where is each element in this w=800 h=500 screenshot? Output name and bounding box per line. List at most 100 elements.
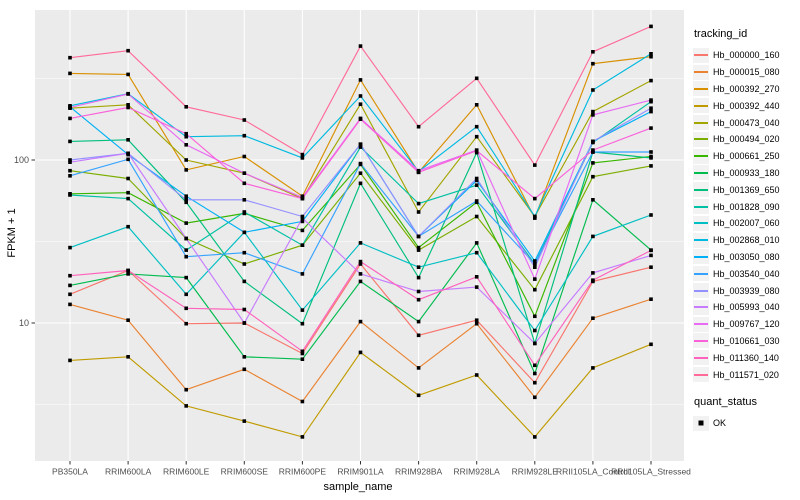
data-point-Hb_000661_250 (533, 314, 537, 319)
data-point-Hb_001828_090 (300, 243, 305, 247)
series-line-icon (694, 339, 708, 342)
data-point-Hb_011360_140 (591, 278, 595, 282)
legend-item: Hb_002868_010 (693, 232, 799, 249)
data-point-Hb_000933_180 (242, 355, 247, 359)
data-point-Hb_009767_120 (184, 143, 188, 147)
data-point-Hb_003050_080 (184, 194, 188, 198)
data-point-Hb_009767_120 (242, 171, 247, 175)
data-point-Hb_000473_040 (126, 103, 130, 107)
data-point-Hb_000015_080 (533, 395, 537, 400)
legend-item: Hb_003540_040 (693, 265, 799, 282)
data-point-Hb_002007_060 (416, 265, 421, 269)
data-point-Hb_000000_160 (533, 380, 537, 385)
data-point-Hb_000392_270 (184, 168, 188, 172)
data-point-Hb_011571_020 (68, 55, 72, 60)
series-line-icon (694, 239, 708, 242)
data-point-Hb_001369_650 (474, 150, 479, 155)
data-point-Hb_009767_120 (68, 105, 72, 110)
data-point-Hb_010661_030 (533, 196, 537, 201)
data-point-Hb_002868_010 (184, 134, 188, 139)
data-point-Hb_003540_040 (533, 262, 537, 266)
data-point-Hb_003540_040 (242, 250, 247, 255)
legend-item-ok: OK (693, 415, 799, 432)
data-point-Hb_000392_440 (68, 358, 72, 363)
data-point-Hb_000933_180 (68, 283, 72, 288)
data-point-Hb_001369_650 (649, 156, 653, 160)
data-point-Hb_000015_080 (474, 321, 479, 326)
data-point-Hb_000494_020 (533, 287, 537, 292)
legend-item-label: Hb_005993_040 (713, 302, 780, 313)
series-color-key (693, 283, 709, 299)
legend-item: Hb_000661_250 (693, 148, 799, 165)
data-point-Hb_009767_120 (533, 277, 537, 281)
legend-item-label: Hb_010661_030 (713, 335, 780, 346)
data-point-Hb_011571_020 (300, 152, 305, 157)
legend-item-label: Hb_011360_140 (713, 352, 779, 363)
legend-item: Hb_000392_440 (693, 97, 799, 114)
data-point-Hb_000392_440 (533, 435, 537, 439)
legend-item-label: Hb_000015_080 (713, 67, 780, 78)
data-point-Hb_010661_030 (300, 196, 305, 201)
legend-item: Hb_002007_060 (693, 215, 799, 232)
data-point-Hb_003939_080 (591, 139, 595, 144)
series-line-icon (694, 138, 708, 141)
data-point-Hb_003939_080 (416, 234, 421, 239)
legend-item-label: Hb_001828_090 (713, 201, 780, 212)
legend-item-label: Hb_009767_120 (713, 319, 780, 330)
series-color-key (693, 199, 709, 215)
data-point-Hb_003939_080 (474, 176, 479, 181)
series-color-key (693, 64, 709, 80)
series-color-key (693, 333, 709, 349)
data-point-Hb_002868_010 (474, 124, 479, 129)
legend-title-tracking: tracking_id (694, 28, 748, 40)
data-point-Hb_011571_020 (474, 76, 479, 81)
legend-item-label: Hb_000494_020 (713, 134, 780, 145)
panel-background (35, 10, 684, 461)
x-tick-label: RRII105LA_Stressed (611, 467, 691, 477)
data-point-Hb_002007_060 (184, 292, 188, 297)
data-point-Hb_002868_010 (358, 94, 363, 98)
legend-item-label: Hb_000392_270 (713, 83, 780, 94)
x-tick-label: RRIM600LA (105, 467, 152, 477)
y-tick-label: 100 (14, 155, 29, 165)
data-point-Hb_003540_040 (68, 174, 72, 178)
legend-item-label: Hb_000392_440 (713, 100, 780, 111)
data-point-Hb_000494_020 (242, 262, 247, 266)
data-point-Hb_011360_140 (300, 349, 305, 354)
data-point-Hb_002007_060 (126, 224, 130, 229)
legend-item: Hb_010661_030 (693, 333, 799, 350)
data-point-Hb_001828_090 (184, 248, 188, 252)
data-point-Hb_001369_650 (242, 279, 247, 284)
legend-items: Hb_000000_160 Hb_000015_080 Hb_000392_270 H… (693, 47, 799, 383)
x-tick-label: RRIM928LA (454, 467, 501, 477)
data-point-Hb_000661_250 (416, 245, 421, 250)
data-point-Hb_000392_270 (649, 54, 653, 59)
data-point-Hb_000015_080 (649, 297, 653, 301)
data-point-Hb_003050_080 (474, 178, 479, 183)
x-tick-label: RRIM600LE (163, 467, 210, 477)
series-line-icon (694, 205, 708, 208)
data-point-Hb_011360_140 (358, 259, 363, 264)
data-point-Hb_000392_270 (242, 154, 247, 159)
data-point-Hb_001369_650 (416, 275, 421, 280)
data-point-Hb_000473_040 (184, 158, 188, 162)
data-point-Hb_000392_440 (300, 435, 305, 439)
data-point-Hb_011360_140 (242, 307, 247, 312)
data-point-Hb_000392_440 (649, 342, 653, 347)
data-point-Hb_000015_080 (68, 302, 72, 307)
data-point-Hb_000015_080 (126, 318, 130, 322)
legend-item: Hb_000933_180 (693, 165, 799, 182)
series-color-key (693, 215, 709, 231)
data-point-Hb_002868_010 (300, 156, 305, 160)
legend-item: Hb_003050_080 (693, 249, 799, 266)
data-point-Hb_000933_180 (591, 198, 595, 202)
data-point-Hb_011360_140 (474, 275, 479, 279)
data-point-Hb_000392_440 (474, 373, 479, 377)
legend-item: Hb_011360_140 (693, 349, 799, 366)
data-point-Hb_000933_180 (300, 357, 305, 361)
data-point-Hb_000494_020 (649, 164, 653, 168)
data-point-Hb_000494_020 (591, 174, 595, 179)
legend-item: Hb_011571_020 (693, 366, 799, 383)
series-line-icon (694, 71, 708, 74)
data-point-Hb_000933_180 (126, 272, 130, 276)
